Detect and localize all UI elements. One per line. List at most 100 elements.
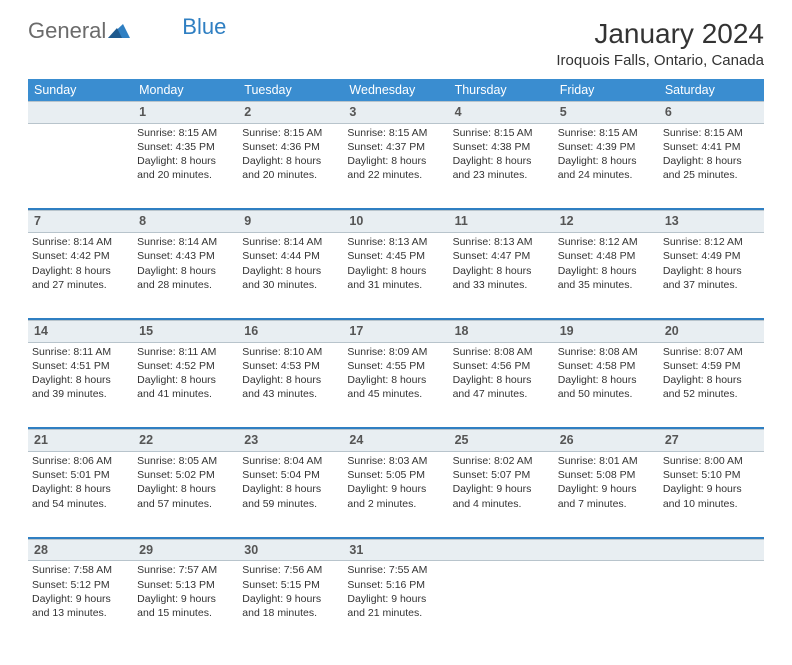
day-number: 11 [449, 211, 554, 233]
day-detail-line: Daylight: 8 hours and 30 minutes. [242, 264, 339, 292]
day-detail-line: Sunrise: 8:15 AM [137, 126, 234, 140]
day-detail-line: Sunset: 4:37 PM [347, 140, 444, 154]
day-number: 5 [554, 102, 659, 124]
day-detail-line: Sunrise: 8:07 AM [663, 345, 760, 359]
day-detail-line: Sunset: 5:13 PM [137, 578, 234, 592]
day-detail-line: Sunrise: 8:04 AM [242, 454, 339, 468]
day-detail-line: Sunset: 5:16 PM [347, 578, 444, 592]
day-detail-line: Sunset: 4:49 PM [663, 249, 760, 263]
day-cell: Sunrise: 8:15 AMSunset: 4:38 PMDaylight:… [449, 123, 554, 209]
day-detail-line: Daylight: 9 hours and 13 minutes. [32, 592, 129, 620]
day-detail-line: Sunset: 4:45 PM [347, 249, 444, 263]
day-number: 23 [238, 430, 343, 452]
day-cell: Sunrise: 8:15 AMSunset: 4:39 PMDaylight:… [554, 123, 659, 209]
day-detail-line: Sunrise: 8:08 AM [558, 345, 655, 359]
day-number: 19 [554, 320, 659, 342]
day-detail-line: Sunset: 5:01 PM [32, 468, 129, 482]
day-detail-line: Sunrise: 8:09 AM [347, 345, 444, 359]
weekday-header: Friday [554, 79, 659, 102]
day-detail-line: Daylight: 8 hours and 59 minutes. [242, 482, 339, 510]
day-cell: Sunrise: 8:13 AMSunset: 4:45 PMDaylight:… [343, 233, 448, 319]
day-detail-line: Sunset: 4:38 PM [453, 140, 550, 154]
day-detail-line: Sunrise: 8:08 AM [453, 345, 550, 359]
day-detail-line: Sunset: 4:59 PM [663, 359, 760, 373]
day-number: 2 [238, 102, 343, 124]
day-number: 31 [343, 539, 448, 561]
day-cell: Sunrise: 8:11 AMSunset: 4:52 PMDaylight:… [133, 342, 238, 428]
day-detail-line: Daylight: 8 hours and 28 minutes. [137, 264, 234, 292]
day-detail-line: Daylight: 8 hours and 57 minutes. [137, 482, 234, 510]
day-detail-line: Sunrise: 8:11 AM [137, 345, 234, 359]
day-cell [449, 561, 554, 647]
day-detail-line: Sunrise: 8:03 AM [347, 454, 444, 468]
header: General Blue January 2024 Iroquois Falls… [28, 18, 764, 69]
day-detail-line: Sunset: 4:35 PM [137, 140, 234, 154]
day-detail-line: Daylight: 8 hours and 43 minutes. [242, 373, 339, 401]
day-detail-line: Daylight: 8 hours and 22 minutes. [347, 154, 444, 182]
day-number: 30 [238, 539, 343, 561]
day-detail-line: Sunset: 5:07 PM [453, 468, 550, 482]
day-detail-line: Sunrise: 8:06 AM [32, 454, 129, 468]
day-number: 9 [238, 211, 343, 233]
day-detail-line: Sunset: 4:52 PM [137, 359, 234, 373]
day-detail-line: Sunrise: 8:10 AM [242, 345, 339, 359]
day-cell: Sunrise: 8:15 AMSunset: 4:41 PMDaylight:… [659, 123, 764, 209]
day-detail-line: Daylight: 9 hours and 7 minutes. [558, 482, 655, 510]
day-detail-line: Daylight: 9 hours and 21 minutes. [347, 592, 444, 620]
title-block: January 2024 Iroquois Falls, Ontario, Ca… [556, 18, 764, 69]
day-cell: Sunrise: 8:11 AMSunset: 4:51 PMDaylight:… [28, 342, 133, 428]
day-cell: Sunrise: 8:15 AMSunset: 4:36 PMDaylight:… [238, 123, 343, 209]
day-detail-line: Sunrise: 8:11 AM [32, 345, 129, 359]
day-cell: Sunrise: 7:58 AMSunset: 5:12 PMDaylight:… [28, 561, 133, 647]
logo-text-1: General [28, 18, 106, 44]
day-cell: Sunrise: 7:56 AMSunset: 5:15 PMDaylight:… [238, 561, 343, 647]
day-detail-line: Sunrise: 8:00 AM [663, 454, 760, 468]
day-number: 3 [343, 102, 448, 124]
day-number: 18 [449, 320, 554, 342]
day-number [28, 102, 133, 124]
day-cell: Sunrise: 8:14 AMSunset: 4:43 PMDaylight:… [133, 233, 238, 319]
day-detail-line: Sunrise: 8:13 AM [347, 235, 444, 249]
weekday-header: Thursday [449, 79, 554, 102]
day-number: 20 [659, 320, 764, 342]
day-detail-line: Daylight: 8 hours and 35 minutes. [558, 264, 655, 292]
day-content-row: Sunrise: 8:14 AMSunset: 4:42 PMDaylight:… [28, 233, 764, 319]
day-number: 12 [554, 211, 659, 233]
day-cell: Sunrise: 8:08 AMSunset: 4:58 PMDaylight:… [554, 342, 659, 428]
day-number: 24 [343, 430, 448, 452]
day-detail-line: Daylight: 9 hours and 18 minutes. [242, 592, 339, 620]
day-cell: Sunrise: 8:04 AMSunset: 5:04 PMDaylight:… [238, 452, 343, 538]
day-number: 7 [28, 211, 133, 233]
day-detail-line: Sunrise: 8:12 AM [663, 235, 760, 249]
day-number: 26 [554, 430, 659, 452]
day-number: 4 [449, 102, 554, 124]
day-number: 27 [659, 430, 764, 452]
day-detail-line: Daylight: 8 hours and 52 minutes. [663, 373, 760, 401]
day-detail-line: Sunset: 4:44 PM [242, 249, 339, 263]
day-number: 28 [28, 539, 133, 561]
day-detail-line: Sunrise: 8:15 AM [453, 126, 550, 140]
day-detail-line: Sunset: 4:56 PM [453, 359, 550, 373]
weekday-header: Tuesday [238, 79, 343, 102]
day-detail-line: Sunset: 4:43 PM [137, 249, 234, 263]
day-number: 10 [343, 211, 448, 233]
day-cell: Sunrise: 8:06 AMSunset: 5:01 PMDaylight:… [28, 452, 133, 538]
day-number: 8 [133, 211, 238, 233]
day-detail-line: Daylight: 9 hours and 15 minutes. [137, 592, 234, 620]
day-detail-line: Sunset: 4:58 PM [558, 359, 655, 373]
day-detail-line: Sunset: 4:36 PM [242, 140, 339, 154]
day-cell: Sunrise: 8:13 AMSunset: 4:47 PMDaylight:… [449, 233, 554, 319]
location-text: Iroquois Falls, Ontario, Canada [556, 52, 764, 69]
day-detail-line: Sunrise: 7:55 AM [347, 563, 444, 577]
day-cell: Sunrise: 8:15 AMSunset: 4:37 PMDaylight:… [343, 123, 448, 209]
day-detail-line: Daylight: 8 hours and 24 minutes. [558, 154, 655, 182]
daynum-row: 78910111213 [28, 211, 764, 233]
day-number: 13 [659, 211, 764, 233]
day-number: 25 [449, 430, 554, 452]
logo: General Blue [28, 18, 226, 44]
day-detail-line: Daylight: 8 hours and 25 minutes. [663, 154, 760, 182]
day-cell: Sunrise: 8:10 AMSunset: 4:53 PMDaylight:… [238, 342, 343, 428]
day-detail-line: Sunset: 5:10 PM [663, 468, 760, 482]
day-cell: Sunrise: 8:14 AMSunset: 4:42 PMDaylight:… [28, 233, 133, 319]
day-number: 14 [28, 320, 133, 342]
